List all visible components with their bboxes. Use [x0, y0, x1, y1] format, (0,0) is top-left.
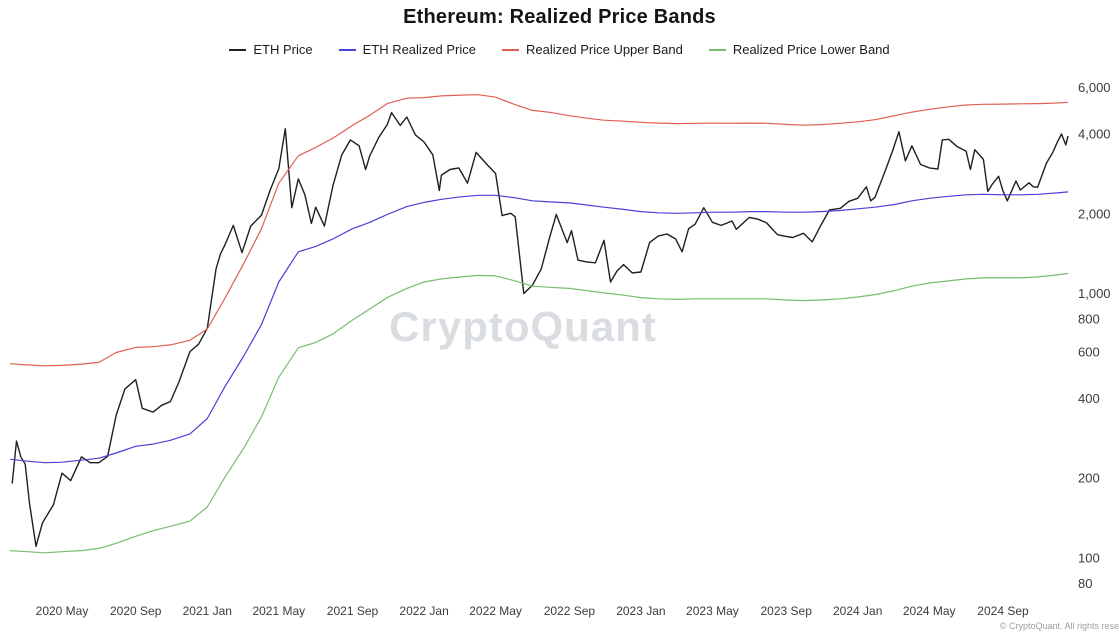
- x-tick-label: 2022 Jan: [399, 604, 448, 618]
- legend-item-upper-band[interactable]: Realized Price Upper Band: [502, 42, 683, 57]
- x-tick-label: 2022 Sep: [544, 604, 596, 618]
- y-tick-label: 100: [1078, 550, 1100, 565]
- y-tick-label: 2,000: [1078, 206, 1111, 221]
- y-tick-label: 4,000: [1078, 127, 1111, 142]
- series-lines: [9, 94, 1069, 554]
- series-line-eth-price: [11, 111, 1069, 547]
- x-tick-label: 2023 May: [686, 604, 739, 618]
- lower-band-line-marker-icon: [708, 48, 726, 51]
- x-axis-labels: 2020 May 2020 Sep 2021 Jan 2021 May 2021 Sep…: [36, 604, 1029, 618]
- x-tick-label: 2021 May: [252, 604, 305, 618]
- legend-item-lower-band[interactable]: Realized Price Lower Band: [708, 42, 890, 57]
- legend-label: ETH Price: [253, 42, 313, 57]
- legend-label: ETH Realized Price: [362, 42, 477, 57]
- y-tick-label: 400: [1078, 391, 1100, 406]
- y-tick-label: 800: [1078, 312, 1100, 327]
- legend-item-eth-realized-price[interactable]: ETH Realized Price: [338, 42, 477, 57]
- y-tick-label: 600: [1078, 345, 1100, 360]
- x-tick-label: 2020 May: [36, 604, 89, 618]
- x-tick-label: 2023 Sep: [761, 604, 813, 618]
- legend-label: Realized Price Lower Band: [732, 42, 890, 57]
- legend-label: Realized Price Upper Band: [526, 42, 683, 57]
- chart-title: Ethereum: Realized Price Bands: [403, 6, 716, 28]
- series-line-realized-price-upper-band: [9, 94, 1069, 367]
- x-tick-label: 2023 Jan: [616, 604, 665, 618]
- cryptoquant-watermark: CryptoQuant: [389, 303, 657, 350]
- y-tick-label: 6,000: [1078, 80, 1111, 95]
- series-line-eth-realized-price: [9, 191, 1069, 464]
- series-line-realized-price-lower-band: [9, 272, 1069, 554]
- eth-price-line-marker-icon: [229, 48, 247, 51]
- x-tick-label: 2024 Sep: [977, 604, 1029, 618]
- x-tick-label: 2022 May: [469, 604, 522, 618]
- x-tick-label: 2024 May: [903, 604, 956, 618]
- legend: ETH Price ETH Realized Price Realized Pr…: [0, 42, 1119, 57]
- realized-price-line-marker-icon: [338, 48, 356, 51]
- x-tick-label: 2021 Jan: [183, 604, 232, 618]
- y-tick-label: 1,000: [1078, 286, 1111, 301]
- upper-band-line-marker-icon: [502, 48, 520, 51]
- y-tick-label: 200: [1078, 471, 1100, 486]
- y-axis-labels: 6,000 4,000 2,000 1,000 800 600 400 200 100 80: [1078, 80, 1111, 591]
- x-tick-label: 2021 Sep: [327, 604, 379, 618]
- y-tick-label: 80: [1078, 576, 1092, 591]
- copyright-footer: © CryptoQuant. All rights rese: [999, 621, 1119, 631]
- x-tick-label: 2024 Jan: [833, 604, 882, 618]
- x-tick-label: 2020 Sep: [110, 604, 162, 618]
- legend-item-eth-price[interactable]: ETH Price: [229, 42, 313, 57]
